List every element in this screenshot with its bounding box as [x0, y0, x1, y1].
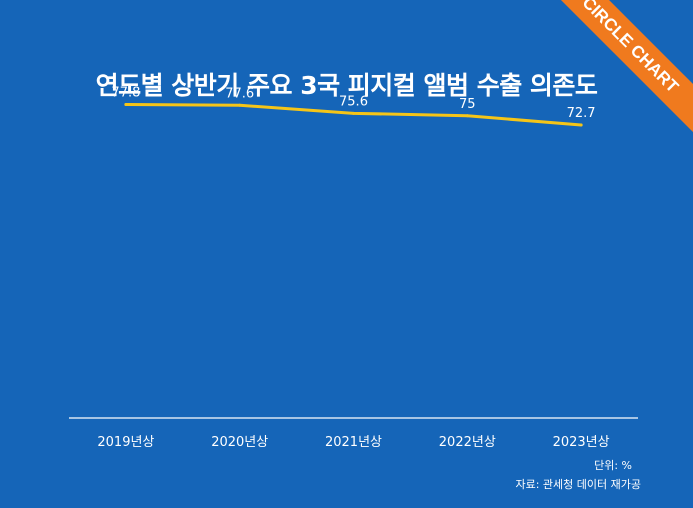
data-point — [238, 103, 242, 107]
data-label: 77.8 — [111, 85, 140, 100]
data-point — [124, 102, 128, 106]
x-tick-label: 2021년상 — [325, 435, 382, 450]
x-tick-label: 2023년상 — [553, 435, 610, 450]
x-tick-label: 2020년상 — [211, 435, 268, 450]
source-note: 자료: 관세청 데이터 재가공 — [515, 478, 641, 491]
data-label: 75 — [459, 97, 476, 112]
data-point — [579, 123, 583, 127]
x-tick-label: 2022년상 — [439, 435, 496, 450]
data-point — [465, 114, 469, 118]
data-label: 72.7 — [567, 106, 596, 121]
chart-title: 연도별 상반기 주요 3국 피지컬 앨범 수출 의존도 — [95, 71, 598, 100]
data-label: 77.6 — [225, 86, 254, 101]
x-tick-label: 2019년상 — [97, 435, 154, 450]
data-label: 75.6 — [339, 94, 368, 109]
unit-note: 단위: % — [594, 459, 632, 472]
data-point — [352, 111, 355, 115]
